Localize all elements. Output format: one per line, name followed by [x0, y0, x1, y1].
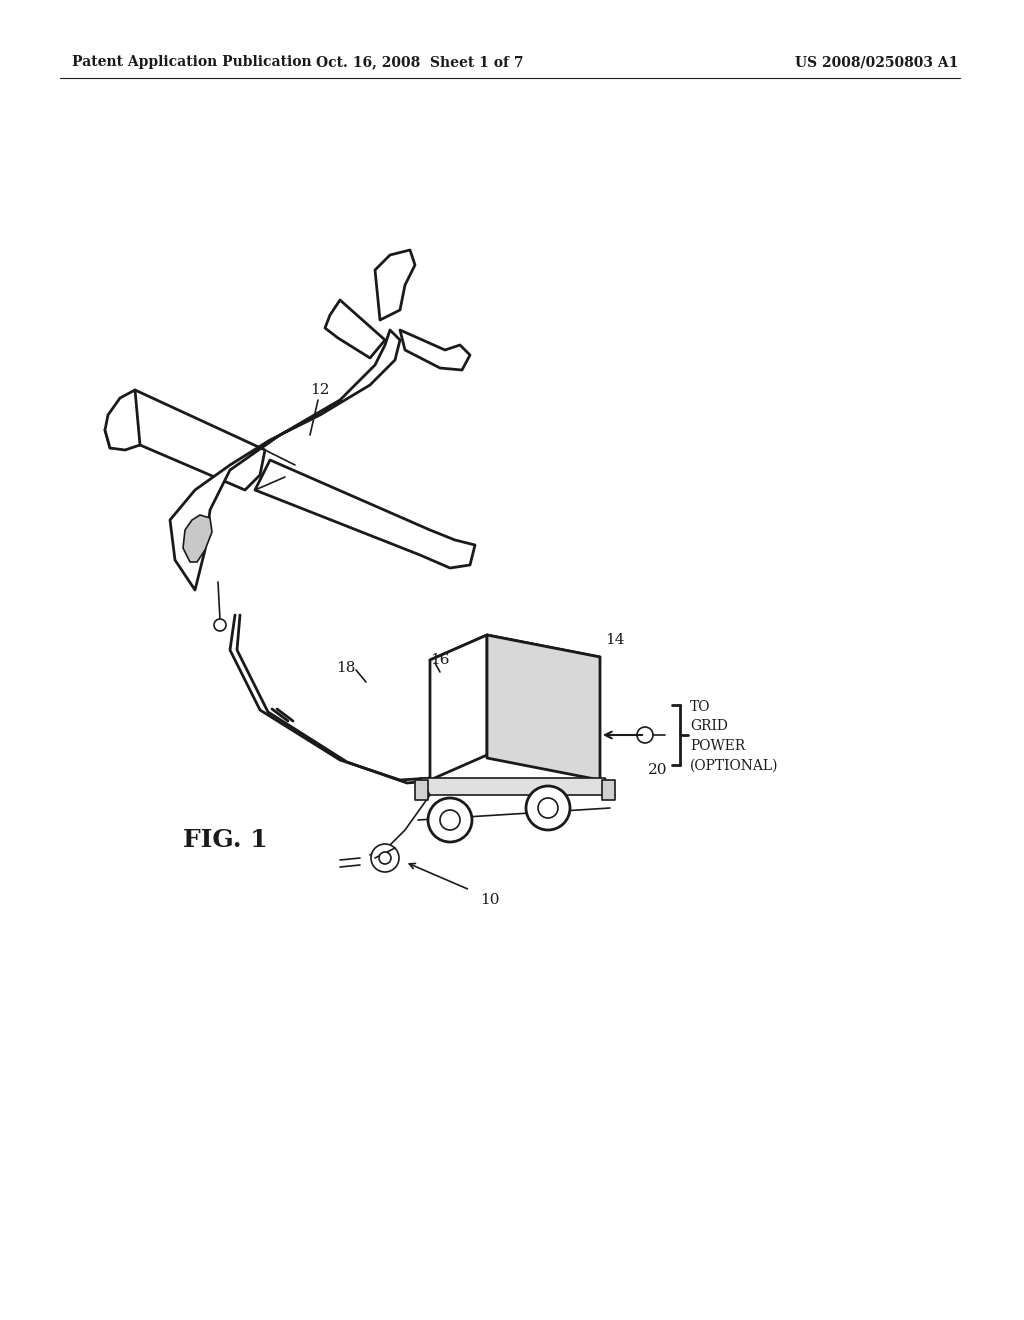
Text: 10: 10 [480, 894, 500, 907]
Circle shape [428, 799, 472, 842]
Polygon shape [375, 249, 415, 319]
Polygon shape [487, 635, 600, 780]
Text: 14: 14 [605, 634, 625, 647]
Circle shape [379, 851, 391, 865]
Text: Oct. 16, 2008  Sheet 1 of 7: Oct. 16, 2008 Sheet 1 of 7 [316, 55, 523, 69]
Text: US 2008/0250803 A1: US 2008/0250803 A1 [795, 55, 958, 69]
Polygon shape [400, 330, 470, 370]
Polygon shape [255, 459, 475, 568]
Circle shape [440, 810, 460, 830]
Polygon shape [105, 389, 265, 490]
Circle shape [526, 785, 570, 830]
Text: Patent Application Publication: Patent Application Publication [72, 55, 311, 69]
Polygon shape [602, 780, 615, 800]
Text: 20: 20 [648, 763, 668, 777]
Circle shape [214, 619, 226, 631]
Polygon shape [170, 330, 400, 590]
Polygon shape [325, 300, 385, 358]
Polygon shape [420, 777, 615, 795]
Text: FIG. 1: FIG. 1 [182, 828, 267, 851]
Text: 16: 16 [430, 653, 450, 667]
Text: 12: 12 [310, 383, 330, 397]
Text: TO
GRID
POWER
(OPTIONAL): TO GRID POWER (OPTIONAL) [690, 700, 778, 772]
Polygon shape [430, 635, 600, 682]
Circle shape [538, 799, 558, 818]
Circle shape [371, 843, 399, 873]
Text: 18: 18 [336, 661, 355, 675]
Polygon shape [105, 389, 140, 450]
Polygon shape [183, 515, 212, 562]
Circle shape [637, 727, 653, 743]
Polygon shape [430, 635, 487, 780]
Polygon shape [415, 780, 428, 800]
